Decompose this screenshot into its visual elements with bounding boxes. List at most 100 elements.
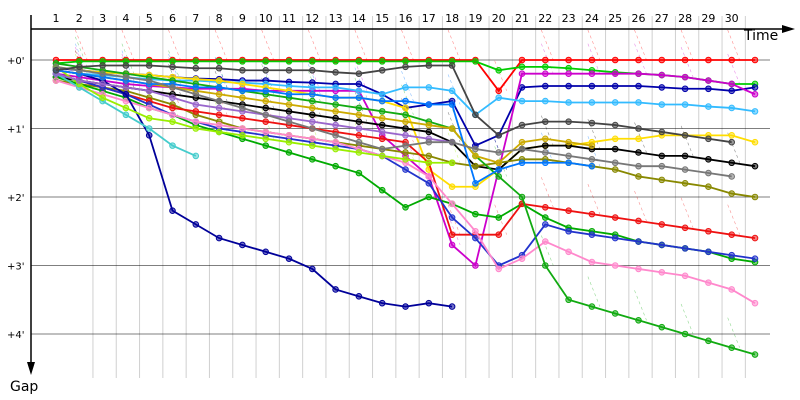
data-point bbox=[332, 58, 339, 65]
data-point bbox=[751, 108, 759, 115]
data-point bbox=[658, 221, 666, 228]
data-point bbox=[309, 58, 316, 65]
data-point bbox=[611, 310, 619, 317]
data-point bbox=[681, 330, 689, 338]
data-point bbox=[705, 337, 712, 345]
data-point bbox=[332, 114, 339, 122]
gap-connector-line bbox=[634, 43, 647, 74]
data-point bbox=[518, 70, 526, 77]
x-tick-label: 13 bbox=[329, 12, 343, 25]
data-point bbox=[192, 58, 200, 65]
gap-connector-line bbox=[121, 53, 135, 85]
data-point bbox=[542, 221, 549, 228]
data-point bbox=[76, 63, 83, 71]
data-point bbox=[518, 159, 526, 167]
gap-connector-line bbox=[308, 70, 321, 102]
data-point bbox=[495, 166, 503, 173]
data-point bbox=[611, 70, 619, 77]
data-point bbox=[169, 58, 176, 65]
data-point bbox=[705, 156, 712, 163]
data-point bbox=[215, 121, 223, 129]
data-point bbox=[192, 108, 200, 115]
data-point bbox=[448, 101, 456, 108]
data-point bbox=[145, 87, 153, 95]
gap-connector-line bbox=[308, 60, 321, 91]
gap-connector-line bbox=[214, 58, 228, 89]
data-point bbox=[378, 299, 386, 307]
x-tick-label: 19 bbox=[468, 12, 482, 25]
data-point bbox=[518, 121, 526, 129]
data-point bbox=[309, 84, 316, 91]
data-point bbox=[169, 142, 176, 149]
data-point bbox=[52, 77, 60, 84]
data-point bbox=[518, 63, 526, 71]
data-point bbox=[309, 156, 316, 163]
x-tick-label: 17 bbox=[422, 12, 436, 25]
data-point bbox=[192, 118, 200, 125]
data-point bbox=[611, 121, 619, 129]
data-point bbox=[192, 221, 200, 228]
data-point bbox=[215, 64, 223, 72]
data-point bbox=[542, 56, 549, 64]
data-point bbox=[355, 94, 363, 101]
data-point bbox=[542, 63, 549, 71]
data-point bbox=[285, 255, 293, 262]
gap-connector-line bbox=[261, 64, 274, 95]
gap-connector-line bbox=[261, 29, 274, 61]
data-point bbox=[588, 119, 596, 127]
data-point bbox=[145, 132, 153, 139]
data-point bbox=[239, 114, 246, 122]
series-lines bbox=[52, 56, 759, 358]
gap-connector-line bbox=[587, 29, 601, 61]
data-point bbox=[285, 138, 293, 146]
data-point bbox=[588, 231, 596, 238]
gap-connector-line bbox=[587, 43, 601, 74]
data-point bbox=[122, 90, 130, 98]
gap-connector-line bbox=[541, 177, 554, 208]
data-point bbox=[239, 66, 246, 74]
gap-connector-line bbox=[727, 317, 740, 348]
x-tick-label: 1 bbox=[53, 12, 60, 25]
data-point bbox=[448, 303, 456, 310]
data-point bbox=[402, 118, 409, 125]
data-point bbox=[565, 296, 572, 304]
data-point bbox=[355, 80, 363, 88]
data-point bbox=[285, 118, 293, 125]
gap-connector-line bbox=[261, 60, 274, 91]
data-point bbox=[705, 56, 712, 64]
x-tick-label: 22 bbox=[538, 12, 552, 25]
x-tick-label: 14 bbox=[352, 12, 366, 25]
data-point bbox=[332, 162, 339, 170]
data-point bbox=[215, 111, 223, 119]
x-tick-label: 29 bbox=[701, 12, 715, 25]
data-point bbox=[402, 104, 409, 112]
gap-connector-line bbox=[634, 190, 647, 222]
data-point bbox=[751, 162, 759, 170]
series-line bbox=[55, 69, 593, 185]
data-point bbox=[425, 193, 433, 201]
data-point bbox=[425, 180, 433, 187]
data-point bbox=[728, 344, 736, 352]
data-point bbox=[145, 114, 153, 122]
data-point bbox=[215, 104, 223, 112]
data-point bbox=[658, 323, 666, 331]
data-point bbox=[751, 255, 759, 262]
x-tick-label: 26 bbox=[632, 12, 646, 25]
gap-connector-line bbox=[541, 235, 554, 266]
data-point bbox=[332, 121, 339, 129]
data-point bbox=[658, 56, 666, 64]
data-point bbox=[565, 152, 572, 160]
data-point bbox=[239, 241, 246, 249]
y-tick-label: +3' bbox=[7, 262, 25, 273]
data-point bbox=[658, 101, 666, 108]
data-point bbox=[169, 104, 176, 112]
gap-connector-line bbox=[121, 50, 135, 81]
data-point bbox=[611, 135, 619, 143]
gap-connector-line bbox=[447, 29, 461, 61]
gap-connector-line bbox=[541, 115, 554, 146]
gap-connector-line bbox=[308, 98, 321, 129]
x-tick-label: 7 bbox=[192, 12, 199, 25]
data-point bbox=[402, 132, 409, 139]
data-point bbox=[239, 104, 246, 112]
data-point bbox=[611, 159, 619, 167]
